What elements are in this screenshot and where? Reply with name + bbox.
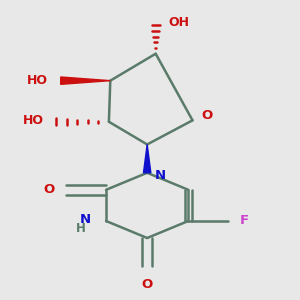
Text: H: H (76, 222, 85, 235)
Text: O: O (44, 183, 55, 196)
Text: HO: HO (27, 74, 48, 87)
Text: O: O (142, 278, 153, 291)
Text: OH: OH (168, 16, 189, 29)
Polygon shape (61, 77, 110, 84)
Text: N: N (154, 169, 165, 182)
Text: HO: HO (23, 114, 44, 127)
Polygon shape (143, 144, 151, 173)
Text: F: F (239, 214, 248, 227)
Text: N: N (79, 213, 91, 226)
Text: O: O (201, 109, 212, 122)
